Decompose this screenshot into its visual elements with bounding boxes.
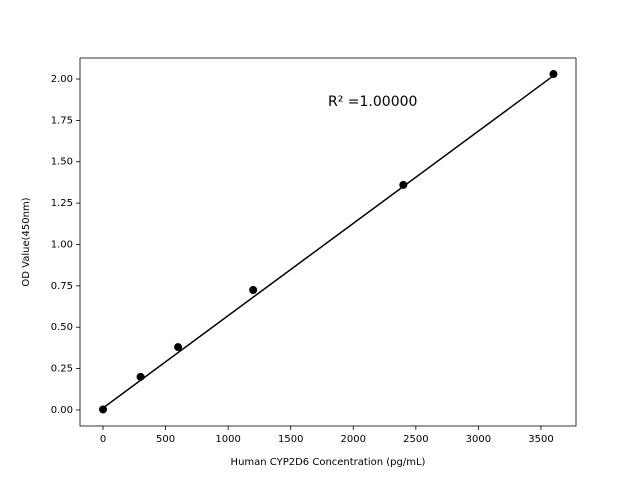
plot-frame <box>79 57 577 427</box>
x-tick-label: 500 <box>156 434 175 445</box>
y-tick-label: 1.00 <box>51 239 73 250</box>
y-axis-label: OD Value(450nm) <box>21 197 32 286</box>
y-tick-label: 1.75 <box>51 115 73 126</box>
y-tick-label: 1.50 <box>51 157 73 168</box>
data-point <box>99 405 108 414</box>
y-tick-label: 2.00 <box>51 74 73 85</box>
x-tick-label: 2000 <box>341 434 366 445</box>
y-tick-label: 0.75 <box>51 281 73 292</box>
data-point <box>174 343 183 352</box>
x-tick-label: 3000 <box>466 434 491 445</box>
y-tick-label: 0.00 <box>51 405 73 416</box>
x-tick-label: 2500 <box>403 434 428 445</box>
annotation: R² =1.00000 <box>328 94 417 110</box>
fit-line <box>102 75 554 409</box>
y-tick-label: 0.50 <box>51 322 73 333</box>
data-point <box>399 180 408 189</box>
x-tick-label: 0 <box>100 434 106 445</box>
x-tick-label: 3500 <box>528 434 553 445</box>
y-tick-label: 0.25 <box>51 364 73 375</box>
x-tick-label: 1000 <box>215 434 240 445</box>
x-axis-label: Human CYP2D6 Concentration (pg/mL) <box>231 457 426 468</box>
y-tick-label: 1.25 <box>51 198 73 209</box>
x-tick-label: 1500 <box>278 434 303 445</box>
data-point <box>549 70 558 79</box>
data-point <box>249 285 258 294</box>
